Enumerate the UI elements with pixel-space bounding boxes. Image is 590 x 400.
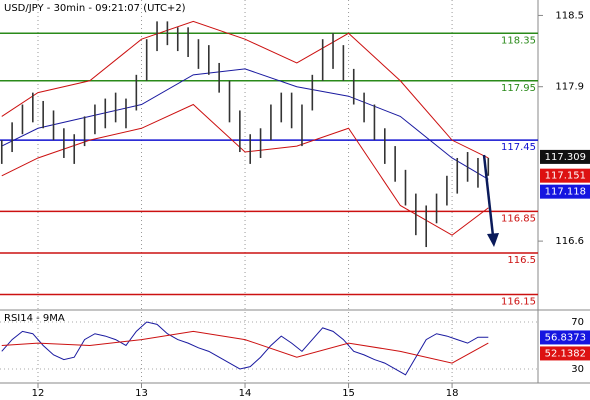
level-label: 116.85: [501, 213, 536, 224]
y-tick-label: 118.5: [555, 10, 584, 21]
level-label: 117.95: [501, 83, 536, 94]
x-tick-label: 14: [239, 388, 252, 399]
price-label: 56.8373: [545, 332, 586, 343]
arrow: [482, 154, 495, 237]
chart-title: USD/JPY - 30min - 09:21:07 (UTC+2): [4, 3, 186, 14]
price-label-box: [540, 346, 590, 361]
level-label: 116.15: [501, 297, 536, 308]
y-tick-label: 116.6: [555, 236, 584, 247]
price-label: 52.1382: [545, 348, 586, 359]
level-label: 117.45: [501, 142, 536, 153]
x-tick-label: 18: [446, 388, 459, 399]
arrow-head: [487, 233, 499, 247]
x-tick-label: 15: [342, 388, 355, 399]
price-label-box: [540, 330, 590, 345]
y-tick-label: 117.9: [555, 82, 584, 93]
band-line: [1, 20, 489, 159]
price-label-box: [540, 184, 590, 199]
rsi-ma-line: [1, 330, 489, 364]
indicator-title: RSI14 - 9MA: [4, 313, 65, 324]
y-tick-label: 70: [571, 317, 584, 328]
y-tick-label: 30: [571, 364, 584, 375]
price-label: 117.309: [545, 152, 586, 163]
x-tick-label: 12: [32, 388, 45, 399]
level-label: 116.5: [507, 255, 536, 266]
price-label: 117.151: [545, 171, 586, 182]
level-label: 118.35: [501, 35, 536, 46]
price-label-box: [540, 168, 590, 183]
band-line: [1, 68, 489, 180]
band-line: [1, 103, 489, 236]
x-tick-label: 13: [135, 388, 148, 399]
price-label-box: [540, 149, 590, 164]
plot-layer: 118.35 117.95 117.45 116.85 116.5 116.15: [0, 0, 543, 388]
rsi-line: [1, 321, 489, 376]
price-label: 117.118: [545, 187, 586, 198]
